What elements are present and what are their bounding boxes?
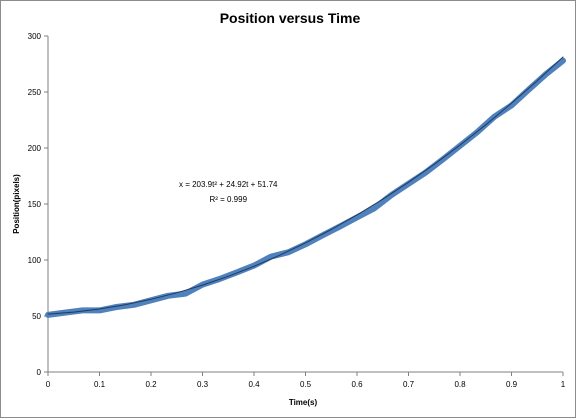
x-tick-label: 0.6	[351, 380, 363, 389]
x-tick-label: 0	[46, 380, 51, 389]
series-line-trendline	[47, 56, 564, 315]
y-tick-label: 100	[28, 256, 42, 265]
series-line-position	[45, 57, 566, 318]
y-tick-label: 300	[28, 32, 42, 41]
x-tick-label: 1	[561, 380, 566, 389]
x-tick-label: 0.9	[506, 380, 518, 389]
x-tick-label: 0.5	[300, 380, 312, 389]
x-axis-ticks: 0 0.1 0.2 0.3 0.4 0.5 0.6 0.7 0.8 0.9 1	[46, 372, 566, 389]
y-tick-label: 200	[28, 144, 42, 153]
y-tick-label: 250	[28, 88, 42, 97]
y-tick-label: 50	[32, 312, 41, 321]
y-tick-label: 150	[28, 200, 42, 209]
y-tick-label: 0	[37, 368, 42, 377]
x-tick-label: 0.4	[248, 380, 260, 389]
x-tick-label: 0.7	[403, 380, 415, 389]
data-series	[45, 56, 566, 318]
x-axis-label: Time(s)	[289, 398, 318, 407]
trendline-r-squared: R² = 0.999	[209, 195, 247, 204]
x-tick-label: 0.8	[454, 380, 466, 389]
x-tick-label: 0.2	[145, 380, 157, 389]
y-axis-ticks: 0 50 100 150 200 250 300	[28, 32, 48, 377]
y-axis-label: Position(pixels)	[12, 174, 21, 234]
x-tick-label: 0.1	[94, 380, 106, 389]
trendline-equation: x = 203.9t² + 24.92t + 51.74	[179, 180, 278, 189]
x-tick-label: 0.3	[197, 380, 209, 389]
chart-title: Position versus Time	[220, 10, 361, 26]
